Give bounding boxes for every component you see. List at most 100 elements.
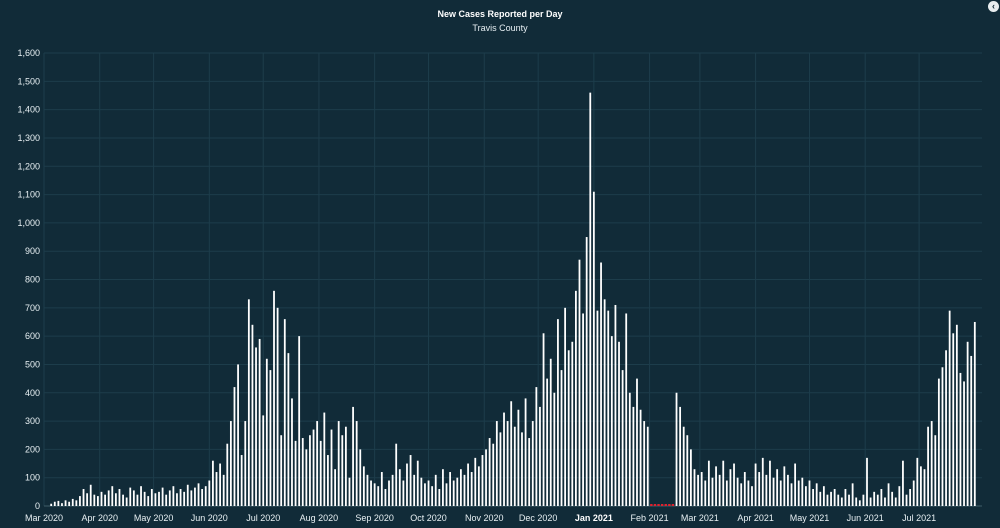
bar	[316, 421, 319, 506]
bar	[506, 421, 509, 506]
bar	[75, 500, 78, 506]
bar	[388, 480, 390, 506]
zero-marker	[664, 504, 667, 506]
bar	[513, 426, 516, 506]
bar	[129, 487, 132, 506]
bar	[380, 472, 383, 506]
bar	[384, 489, 387, 506]
bar	[312, 429, 315, 506]
bar	[398, 469, 401, 506]
bar	[154, 493, 157, 506]
bar	[912, 480, 915, 506]
bar	[344, 426, 347, 506]
bar	[161, 487, 164, 506]
bar	[578, 259, 581, 506]
bar	[226, 443, 229, 506]
bar	[258, 338, 261, 506]
bar	[923, 469, 926, 506]
bar	[574, 290, 577, 506]
y-tick-label: 600	[25, 331, 40, 341]
bar	[273, 290, 275, 506]
bar	[628, 392, 631, 506]
bar	[722, 460, 725, 506]
bar	[132, 490, 135, 506]
bar	[183, 491, 186, 506]
x-tick-label: Aug 2020	[300, 513, 339, 523]
zero-marker	[660, 504, 664, 506]
bar	[150, 489, 153, 506]
options-icon[interactable]: ‹	[988, 1, 999, 12]
bar	[866, 457, 868, 506]
bar	[740, 483, 743, 506]
bar	[219, 463, 221, 506]
bar	[876, 494, 879, 506]
bar	[884, 497, 886, 506]
bar	[858, 500, 861, 506]
bar	[682, 426, 685, 506]
bar	[707, 460, 710, 506]
bars	[50, 92, 976, 506]
x-tick-label: Jul 2020	[246, 513, 280, 523]
zero-marker	[653, 504, 657, 506]
bar	[294, 440, 297, 506]
bar	[535, 387, 538, 506]
y-tick-label: 1,100	[17, 190, 40, 200]
bar	[251, 324, 254, 506]
bar	[140, 486, 142, 506]
bar	[97, 496, 99, 506]
bar	[589, 92, 592, 506]
bar	[585, 237, 588, 506]
bar	[240, 455, 243, 506]
y-tick-label: 500	[25, 359, 40, 369]
bar	[711, 477, 714, 506]
bar	[819, 491, 822, 506]
y-tick-label: 300	[25, 416, 40, 426]
bar	[107, 490, 110, 506]
bar	[700, 472, 703, 506]
y-tick-label: 200	[25, 444, 40, 454]
bar	[416, 460, 419, 506]
bar	[697, 474, 699, 506]
bar	[790, 483, 793, 506]
x-tick-label: Dec 2020	[519, 513, 558, 523]
bar	[873, 491, 876, 506]
bar	[179, 489, 182, 506]
x-tick-label: Oct 2020	[410, 513, 447, 523]
x-tick-label: Apr 2020	[81, 513, 118, 523]
bar	[531, 421, 534, 506]
bar	[801, 477, 804, 506]
bar	[733, 463, 735, 506]
bar	[916, 457, 919, 506]
bar	[122, 494, 124, 506]
zero-marker	[671, 504, 675, 506]
bar	[869, 497, 872, 506]
bar	[442, 469, 444, 506]
bar	[618, 341, 620, 506]
bar	[966, 341, 969, 506]
bar	[603, 299, 606, 506]
x-tick-label: Sep 2020	[355, 513, 394, 523]
bar	[948, 310, 951, 506]
bar	[431, 486, 434, 506]
bar	[488, 438, 491, 506]
bar	[71, 498, 74, 506]
bar	[614, 304, 617, 506]
bar	[420, 477, 423, 506]
y-tick-label: 400	[25, 388, 40, 398]
bar	[373, 483, 376, 506]
bar	[528, 438, 531, 506]
bar	[197, 483, 200, 506]
bar	[287, 353, 290, 506]
bar	[212, 460, 214, 506]
bar	[477, 466, 480, 506]
bar	[567, 350, 570, 506]
bar	[704, 480, 707, 506]
bar	[769, 460, 771, 506]
bar	[291, 398, 293, 506]
x-tick-label: Mar 2020	[25, 513, 63, 523]
x-tick-label: Jan 2021	[575, 513, 613, 523]
bar	[743, 472, 746, 506]
bar	[596, 310, 599, 506]
bar	[564, 307, 567, 506]
